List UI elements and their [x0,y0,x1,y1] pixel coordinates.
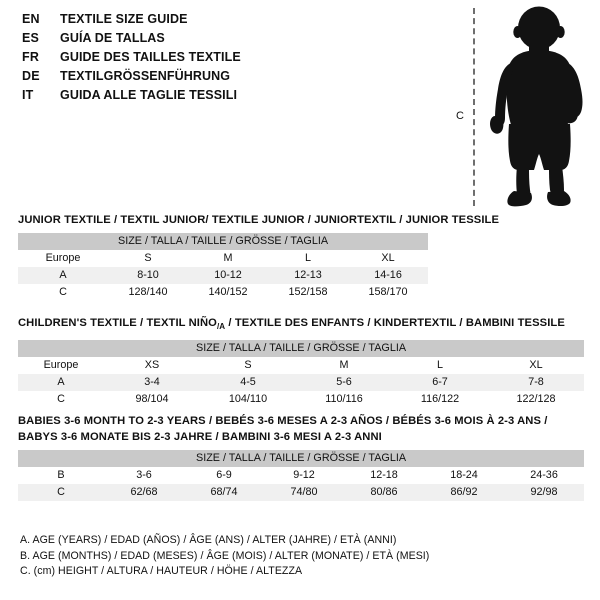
legend-line-b: B. AGE (MONTHS) / EDAD (MESES) / ÂGE (MO… [20,549,430,562]
cell: 12-13 [268,267,348,284]
language-code: EN [22,12,40,26]
row-label: Europe [18,357,104,375]
row-label: A [18,267,108,284]
cell: 10-12 [188,267,268,284]
cell: 86/92 [424,484,504,501]
table-header-row: SIZE / TALLA / TAILLE / GRÖSSE / TAGLIA [18,450,585,467]
cell: 98/104 [104,391,200,409]
toddler-silhouette-icon [490,6,583,207]
table-row: C 62/68 68/74 74/80 80/86 86/92 92/98 [18,484,585,501]
cell: M [188,250,268,267]
cell: 140/152 [188,284,268,301]
table-header-row: SIZE / TALLA / TAILLE / GRÖSSE / TAGLIA [18,340,585,358]
cell: XL [348,250,429,267]
cell: 74/80 [264,484,344,501]
cell: 110/116 [296,391,392,409]
cell: XL [488,357,585,375]
row-label: B [18,467,104,484]
guide-title: GUÍA DE TALLAS [60,31,165,45]
cell: L [392,357,488,375]
table-junior-sizes: SIZE / TALLA / TAILLE / GRÖSSE / TAGLIA … [18,233,429,301]
cell: 5-6 [296,374,392,392]
cell: 158/170 [348,284,429,301]
section-title-junior: JUNIOR TEXTILE / TEXTIL JUNIOR/ TEXTILE … [18,214,500,226]
guide-title: GUIDA ALLE TAGLIE TESSILI [60,88,238,102]
cell: S [200,357,296,375]
language-row-de: DE TEXTILGRÖSSENFÜHRUNG [22,69,442,88]
cell: 3-4 [104,374,200,392]
height-marker-label: C [456,110,464,122]
title-part-post: / TEXTILE DES ENFANTS / KINDERTEXTIL / B… [225,317,565,329]
legend-line-a: A. AGE (YEARS) / EDAD (AÑOS) / ÂGE (ANS)… [20,534,397,546]
language-code: IT [22,88,34,102]
table-row: Europe S M L XL [18,250,429,267]
table-row: A 8-10 10-12 12-13 14-16 [18,267,429,284]
guide-title: TEXTILGRÖSSENFÜHRUNG [60,69,231,83]
table-row: A 3-4 4-5 5-6 6-7 7-8 [18,374,585,392]
cell: 8-10 [108,267,188,284]
cell: 24-36 [504,467,585,484]
section-junior-textile: JUNIOR TEXTILE / TEXTIL JUNIOR/ TEXTILE … [18,213,499,301]
figure-area: C [440,4,600,209]
cell: 104/110 [200,391,296,409]
table-babies-sizes: SIZE / TALLA / TAILLE / GRÖSSE / TAGLIA … [18,450,585,501]
table-row: C 98/104 104/110 110/116 116/122 122/128 [18,391,585,409]
title-part-subscript: /A [216,322,226,332]
section-title-babies-line1: BABIES 3-6 MONTH TO 2-3 YEARS / BEBÉS 3-… [18,415,548,427]
cell: 14-16 [348,267,429,284]
cell: 7-8 [488,374,585,392]
cell: 6-9 [184,467,264,484]
row-label: A [18,374,104,392]
section-childrens-textile: CHILDREN'S TEXTILE / TEXTIL NIÑO/A / TEX… [18,316,585,409]
table-row: C 128/140 140/152 152/158 158/170 [18,284,429,301]
cell: M [296,357,392,375]
language-code: FR [22,50,40,64]
cell: 122/128 [488,391,585,409]
language-row-es: ES GUÍA DE TALLAS [22,31,442,50]
table-row: B 3-6 6-9 9-12 12-18 18-24 24-36 [18,467,585,484]
row-label: C [18,284,108,301]
cell: 4-5 [200,374,296,392]
language-code: DE [22,69,40,83]
table-header-row: SIZE / TALLA / TAILLE / GRÖSSE / TAGLIA [18,233,429,250]
language-title-block: EN TEXTILE SIZE GUIDE ES GUÍA DE TALLAS … [22,12,442,107]
size-header-label: SIZE / TALLA / TAILLE / GRÖSSE / TAGLIA [18,340,585,358]
height-measure-dashed-line [473,8,475,206]
cell: 128/140 [108,284,188,301]
cell: 116/122 [392,391,488,409]
row-label: C [18,391,104,409]
language-code: ES [22,31,40,45]
title-part-pre: CHILDREN'S TEXTILE / TEXTIL NIÑO [18,317,217,329]
table-row: Europe XS S M L XL [18,357,585,375]
language-row-fr: FR GUIDE DES TAILLES TEXTILE [22,50,442,69]
row-label: C [18,484,104,501]
cell: 6-7 [392,374,488,392]
cell: 152/158 [268,284,348,301]
size-header-label: SIZE / TALLA / TAILLE / GRÖSSE / TAGLIA [18,450,585,467]
guide-title: TEXTILE SIZE GUIDE [60,12,188,26]
legend-block: A. AGE (YEARS) / EDAD (AÑOS) / ÂGE (ANS)… [20,533,429,580]
section-title-babies-line2: BABYS 3-6 MONATE BIS 2-3 JAHRE / BAMBINI… [18,431,382,443]
cell: 92/98 [504,484,585,501]
section-babies-textile: BABIES 3-6 MONTH TO 2-3 YEARS / BEBÉS 3-… [18,414,585,501]
cell: XS [104,357,200,375]
cell: S [108,250,188,267]
cell: 80/86 [344,484,424,501]
cell: L [268,250,348,267]
size-header-label: SIZE / TALLA / TAILLE / GRÖSSE / TAGLIA [18,233,429,250]
cell: 12-18 [344,467,424,484]
language-row-en: EN TEXTILE SIZE GUIDE [22,12,442,31]
cell: 18-24 [424,467,504,484]
table-children-sizes: SIZE / TALLA / TAILLE / GRÖSSE / TAGLIA … [18,340,585,409]
cell: 9-12 [264,467,344,484]
legend-line-c: C. (cm) HEIGHT / ALTURA / HAUTEUR / HÖHE… [20,565,303,577]
section-title-children: CHILDREN'S TEXTILE / TEXTIL NIÑO/A / TEX… [18,316,584,334]
cell: 3-6 [104,467,184,484]
cell: 68/74 [184,484,264,501]
cell: 62/68 [104,484,184,501]
row-label: Europe [18,250,108,267]
language-row-it: IT GUIDA ALLE TAGLIE TESSILI [22,88,442,107]
guide-title: GUIDE DES TAILLES TEXTILE [60,50,241,64]
